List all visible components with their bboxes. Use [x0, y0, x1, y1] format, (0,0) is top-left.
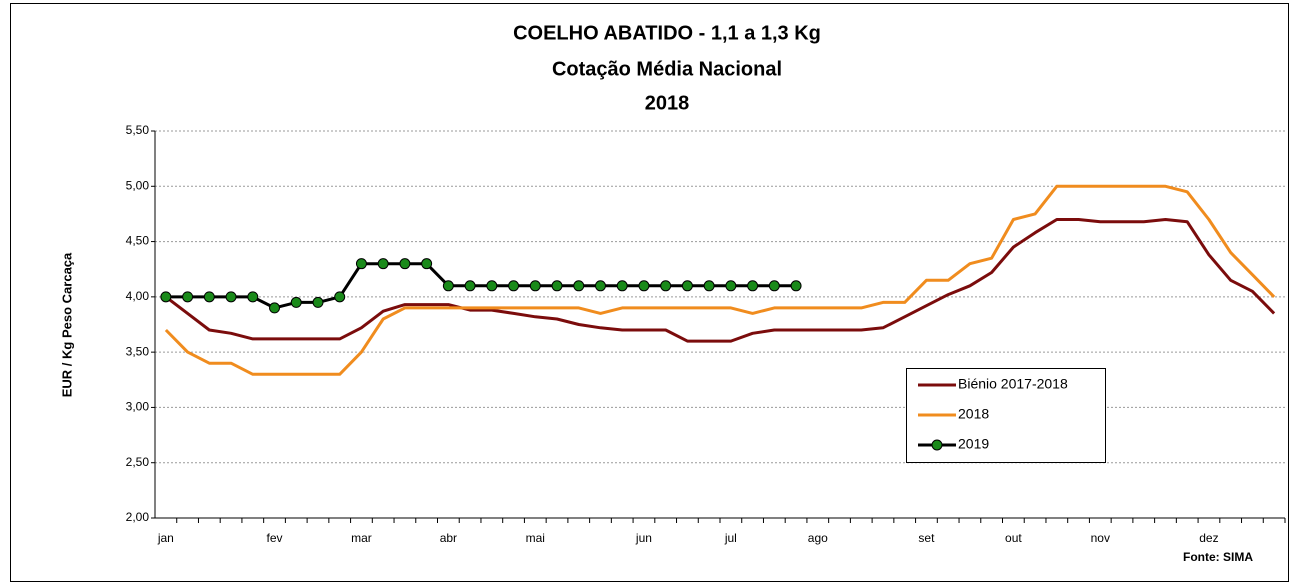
series-marker: [377, 258, 389, 270]
y-tick-label: 4,00: [126, 289, 150, 303]
x-tick-label: fev: [267, 531, 283, 545]
series-marker: [312, 296, 324, 308]
x-tick-label: dez: [1199, 531, 1218, 545]
x-tick-label: nov: [1091, 531, 1110, 545]
series-marker: [421, 258, 433, 270]
x-tick-label: mar: [351, 531, 372, 545]
legend-label: Biénio 2017-2018: [958, 376, 1068, 392]
series-marker: [290, 296, 302, 308]
x-tick-label: jun: [635, 531, 652, 545]
series-marker: [616, 280, 628, 292]
source: Fonte: SIMA: [1183, 550, 1253, 564]
chart-year: 2018: [645, 92, 690, 114]
series-marker: [464, 280, 476, 292]
series-marker: [703, 280, 715, 292]
y-tick-label: 2,50: [126, 455, 150, 469]
chart-subtitle: Cotação Média Nacional: [552, 58, 782, 80]
chart-title: COELHO ABATIDO - 1,1 a 1,3 Kg: [513, 22, 821, 44]
series-marker: [269, 302, 281, 314]
y-tick-label: 3,00: [126, 400, 150, 414]
series-marker: [399, 258, 411, 270]
series-marker: [681, 280, 693, 292]
y-tick-label: 5,00: [126, 178, 150, 192]
series-marker: [334, 291, 346, 303]
series-marker: [247, 291, 259, 303]
series-marker: [160, 291, 172, 303]
series-marker: [747, 280, 759, 292]
legend-marker: [931, 439, 943, 451]
x-tick-label: mai: [526, 531, 545, 545]
series-line: [164, 184, 1276, 376]
y-tick-label: 3,50: [126, 344, 150, 358]
y-tick-label: 4,50: [126, 234, 150, 248]
series-marker: [573, 280, 585, 292]
series-marker: [486, 280, 498, 292]
legend-label: 2018: [958, 406, 989, 422]
y-tick-label: 2,00: [126, 510, 150, 524]
x-tick-label: abr: [440, 531, 457, 545]
series-marker: [638, 280, 650, 292]
x-tick-label: set: [918, 531, 935, 545]
series-marker: [508, 280, 520, 292]
x-tick-label: jan: [157, 531, 174, 545]
series-marker: [594, 280, 606, 292]
y-axis-label: EUR / Kg Peso Carcaça: [59, 252, 74, 397]
legend-label: 2019: [958, 436, 989, 452]
x-tick-label: out: [1005, 531, 1022, 545]
chart-frame: [10, 3, 1289, 582]
series-marker: [725, 280, 737, 292]
series-marker: [203, 291, 215, 303]
series-line: [164, 218, 1276, 343]
series-marker: [182, 291, 194, 303]
series-marker: [442, 280, 454, 292]
x-tick-label: ago: [808, 531, 828, 545]
series-marker: [225, 291, 237, 303]
series-marker: [529, 280, 541, 292]
series-marker: [660, 280, 672, 292]
series-marker: [551, 280, 563, 292]
series-marker: [355, 258, 367, 270]
y-tick-label: 5,50: [126, 123, 150, 137]
series-marker: [790, 280, 802, 292]
x-tick-label: jul: [724, 531, 737, 545]
series-marker: [768, 280, 780, 292]
